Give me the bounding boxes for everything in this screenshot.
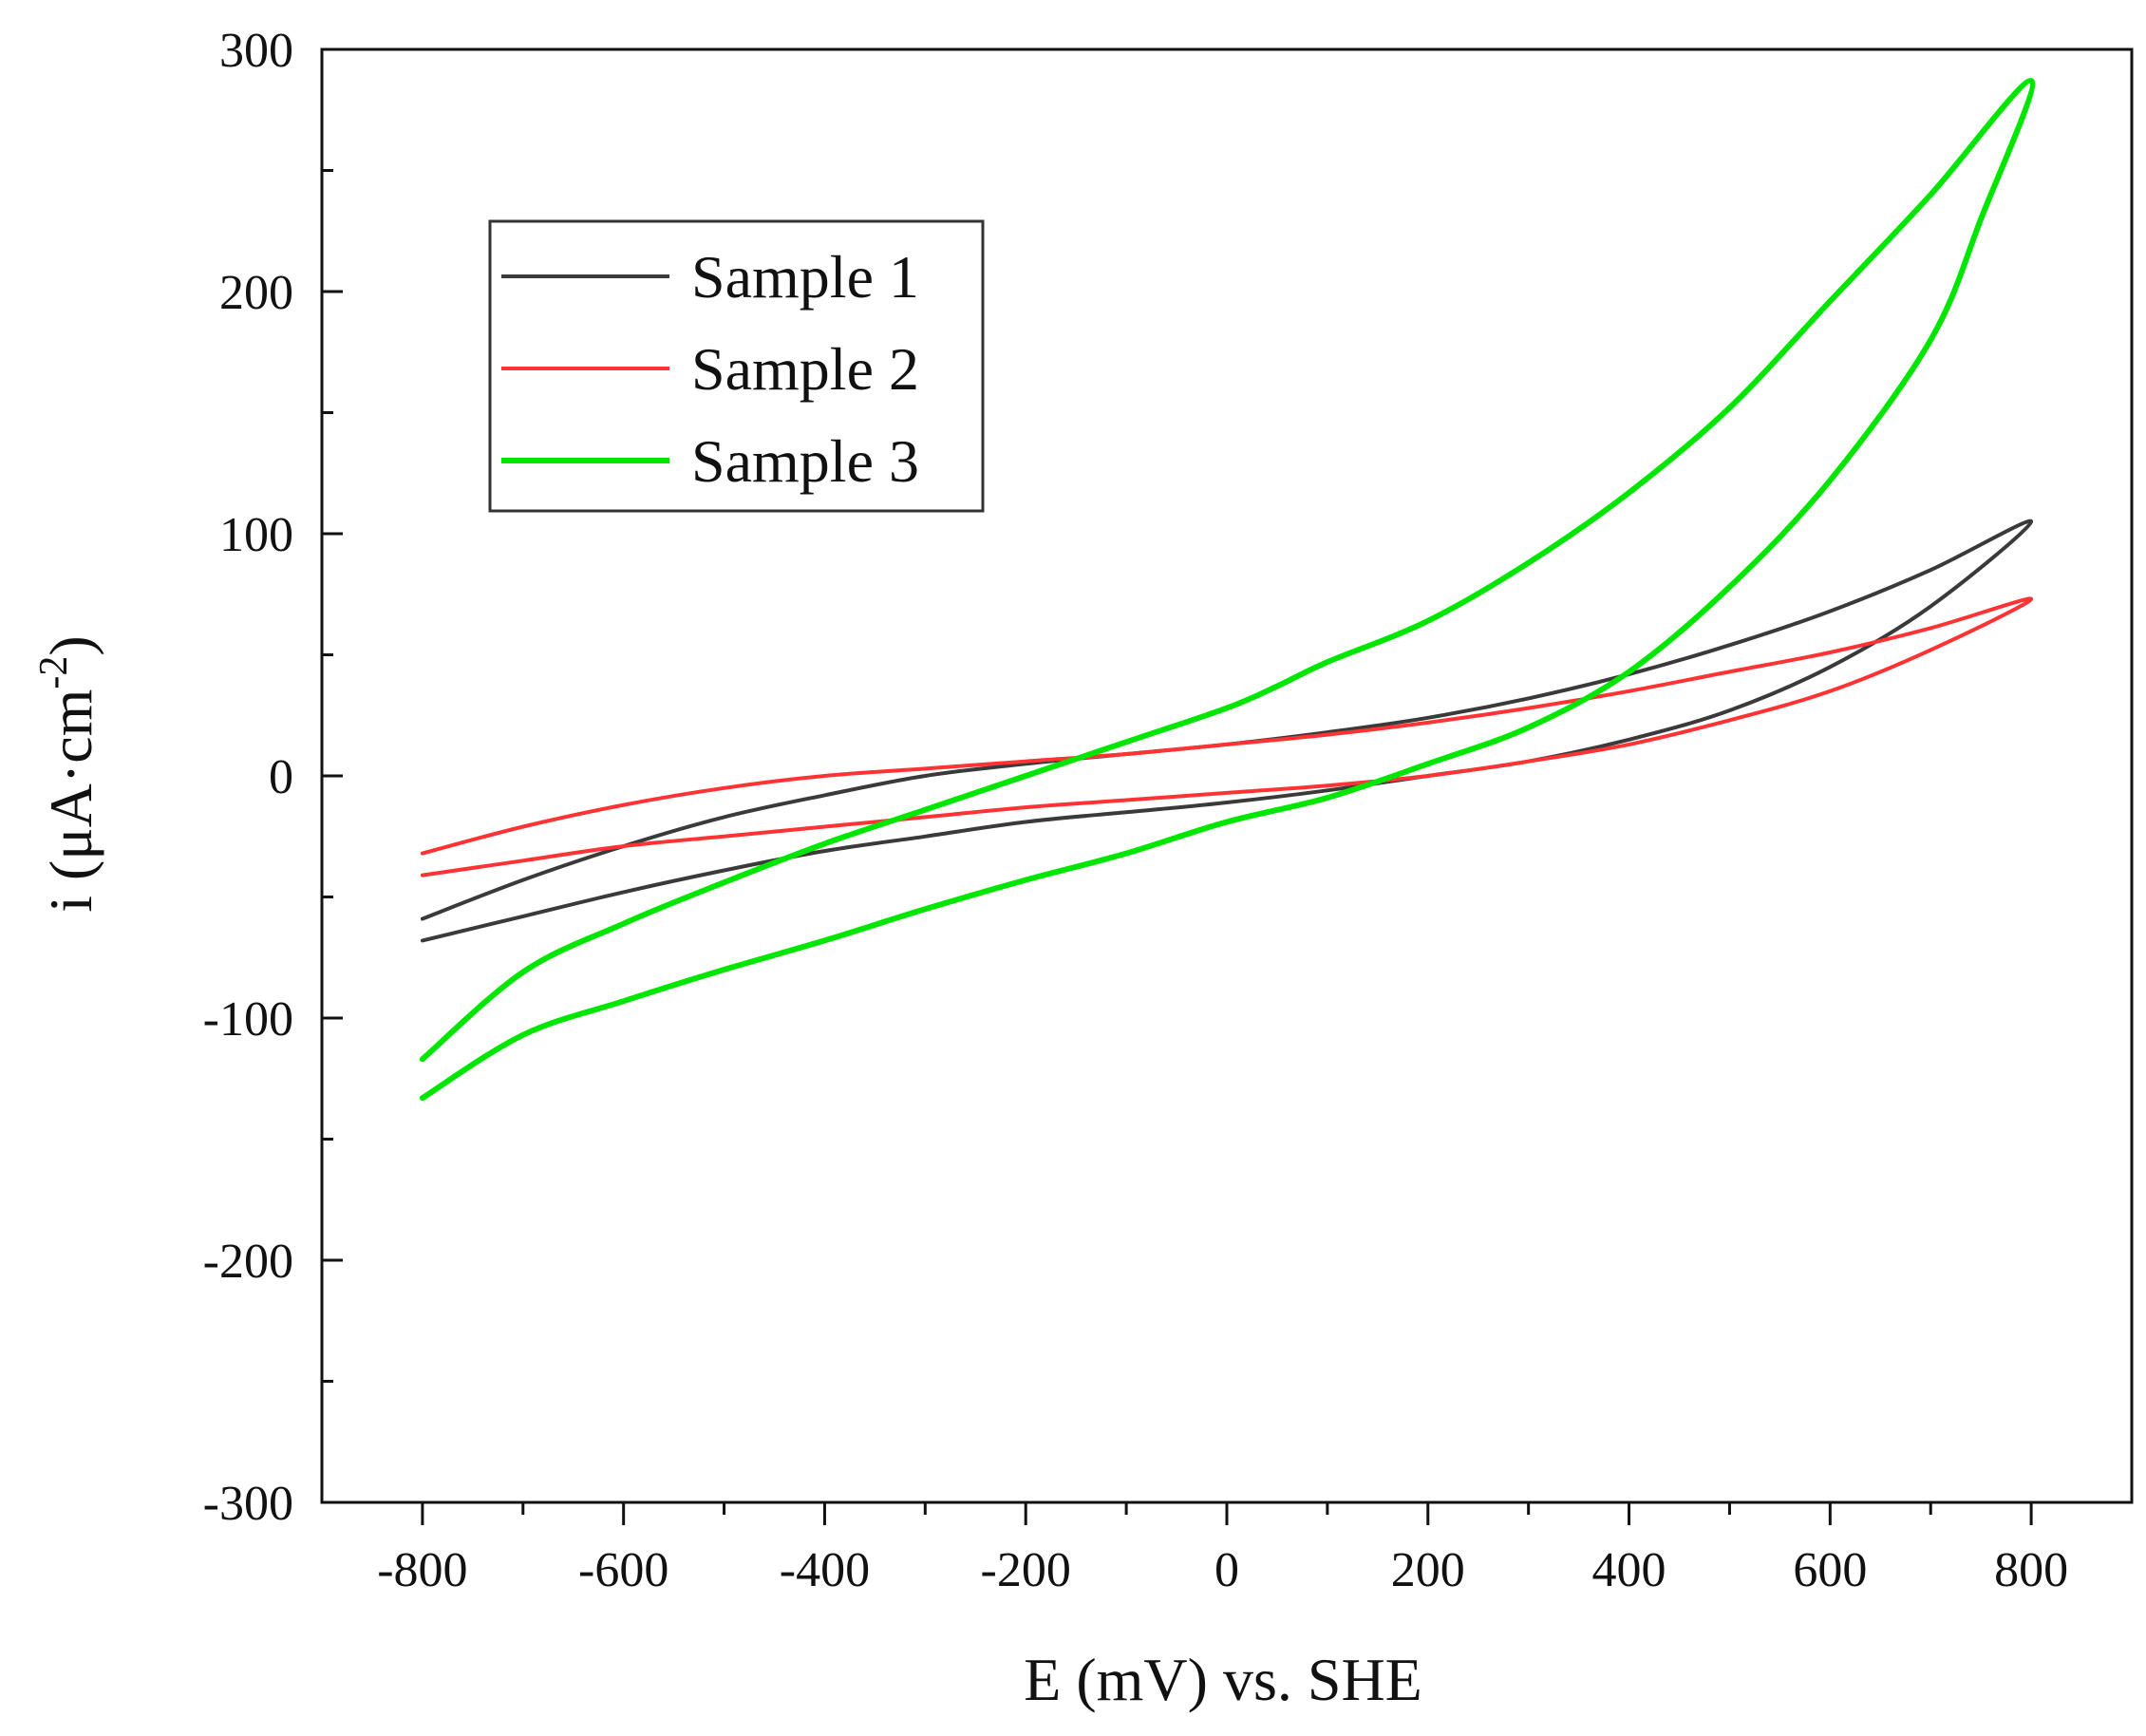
legend-label-sample-3: Sample 3 <box>691 427 919 495</box>
x-tick-label: 0 <box>1214 1543 1239 1597</box>
y-axis-title: i (μA·cm-2) <box>32 635 104 912</box>
y-axis-title-superscript: -2 <box>32 656 76 689</box>
tick-labels: -800 -600 -400 -200 0 200 400 600 800 -300 -200 -10… <box>203 24 2068 1597</box>
y-tick-label: 200 <box>219 266 293 320</box>
x-tick-label: 200 <box>1391 1543 1465 1597</box>
x-tick-label: -400 <box>780 1543 870 1597</box>
legend-label-sample-1: Sample 1 <box>691 243 919 311</box>
x-tick-label: 400 <box>1592 1543 1666 1597</box>
x-tick-label: -800 <box>377 1543 467 1597</box>
series-line-sample-2 <box>420 596 2034 877</box>
axis-ticks <box>322 47 2033 1525</box>
legend: Sample 1 Sample 2 Sample 3 <box>488 219 985 513</box>
y-tick-label: -300 <box>203 1477 293 1531</box>
legend-label-sample-2: Sample 2 <box>691 335 919 403</box>
y-tick-label: -200 <box>203 1235 293 1289</box>
series-line-sample-1 <box>420 519 2034 943</box>
y-tick-label: 0 <box>269 750 293 804</box>
series-line-sample-3 <box>419 78 2036 1102</box>
x-tick-label: 800 <box>1994 1543 2068 1597</box>
data-series <box>419 78 2036 1102</box>
y-tick-label: 100 <box>219 508 293 562</box>
x-tick-label: -600 <box>578 1543 668 1597</box>
x-tick-label: -200 <box>981 1543 1071 1597</box>
y-tick-label: -100 <box>203 992 293 1047</box>
y-axis-title-tail: ) <box>37 635 104 655</box>
x-tick-label: 600 <box>1793 1543 1867 1597</box>
y-tick-label: 300 <box>219 24 293 78</box>
x-axis-title: E (mV) vs. SHE <box>1024 1646 1422 1713</box>
y-axis-title-main: i (μA·cm <box>37 689 104 913</box>
